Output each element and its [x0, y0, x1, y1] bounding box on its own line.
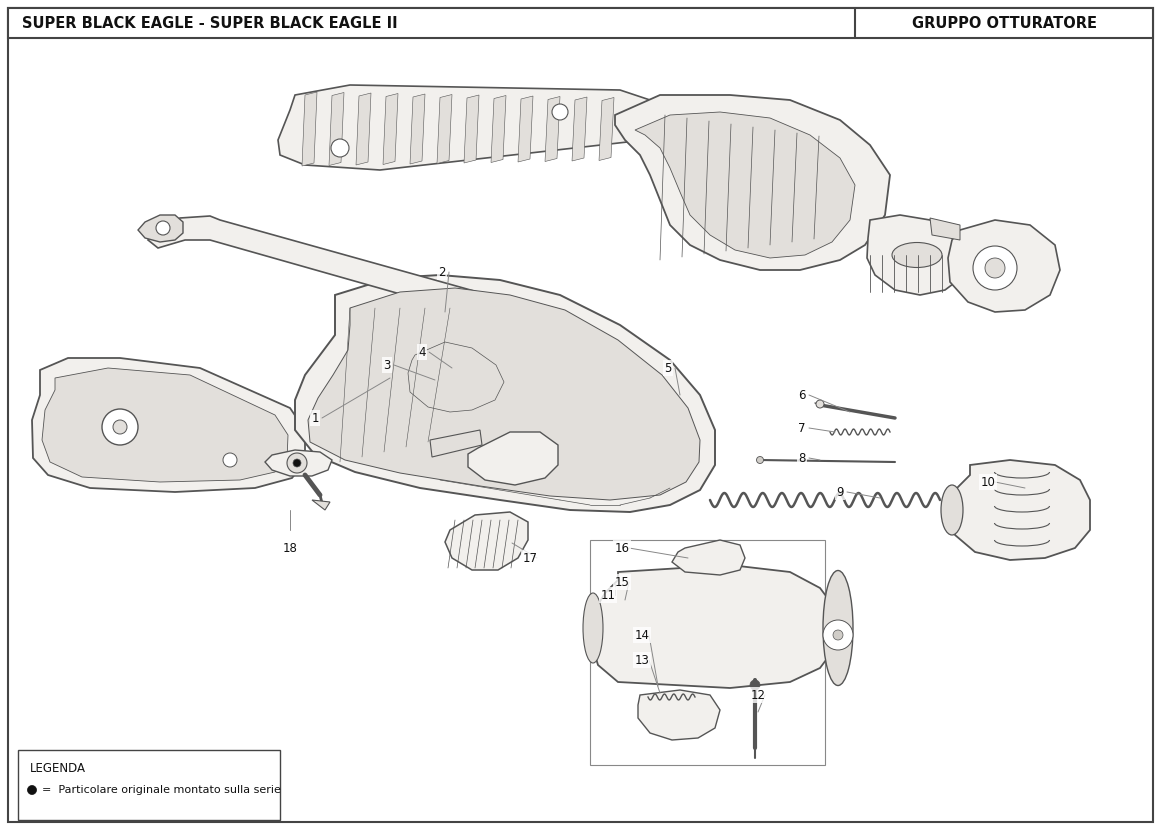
- Circle shape: [985, 258, 1005, 278]
- Text: 14: 14: [635, 628, 649, 642]
- Polygon shape: [545, 96, 560, 162]
- Circle shape: [973, 246, 1017, 290]
- Text: 15: 15: [614, 575, 629, 588]
- Polygon shape: [33, 358, 305, 492]
- Text: 12: 12: [750, 689, 765, 701]
- Circle shape: [331, 139, 349, 157]
- Polygon shape: [397, 330, 520, 420]
- Ellipse shape: [892, 242, 942, 267]
- Polygon shape: [277, 85, 659, 170]
- Text: 13: 13: [635, 653, 649, 666]
- Bar: [590, 540, 825, 765]
- Ellipse shape: [583, 593, 603, 663]
- Text: 3: 3: [383, 359, 391, 372]
- Text: 8: 8: [799, 452, 806, 465]
- Text: =  Particolare originale montato sulla serie: = Particolare originale montato sulla se…: [42, 785, 281, 795]
- Polygon shape: [138, 215, 183, 242]
- Text: 6: 6: [799, 388, 806, 402]
- Polygon shape: [445, 512, 528, 570]
- Circle shape: [28, 785, 36, 794]
- Text: GRUPPO OTTURATORE: GRUPPO OTTURATORE: [913, 16, 1097, 31]
- Text: 7: 7: [799, 422, 806, 434]
- Circle shape: [113, 420, 127, 434]
- Text: 5: 5: [664, 362, 672, 374]
- Polygon shape: [615, 95, 890, 270]
- Text: 1: 1: [311, 412, 319, 424]
- Circle shape: [832, 630, 843, 640]
- Polygon shape: [329, 92, 344, 165]
- Polygon shape: [430, 430, 482, 457]
- Polygon shape: [572, 97, 587, 161]
- Polygon shape: [302, 92, 317, 166]
- Polygon shape: [437, 95, 452, 164]
- Polygon shape: [950, 460, 1090, 560]
- Polygon shape: [265, 450, 332, 476]
- Polygon shape: [672, 540, 745, 575]
- Bar: [8, 8, 1153, 38]
- Polygon shape: [147, 216, 560, 336]
- Text: 9: 9: [836, 486, 844, 499]
- Polygon shape: [639, 690, 720, 740]
- Polygon shape: [410, 94, 425, 164]
- Polygon shape: [383, 94, 398, 164]
- Polygon shape: [468, 432, 558, 485]
- Bar: [19, 750, 280, 820]
- Circle shape: [823, 620, 853, 650]
- Polygon shape: [312, 500, 330, 510]
- Text: LEGENDA: LEGENDA: [30, 761, 86, 774]
- Circle shape: [287, 453, 307, 473]
- Polygon shape: [635, 112, 854, 258]
- Text: 10: 10: [981, 476, 995, 489]
- Polygon shape: [949, 220, 1060, 312]
- Polygon shape: [464, 95, 479, 163]
- Circle shape: [293, 459, 301, 467]
- Circle shape: [750, 680, 760, 690]
- Ellipse shape: [942, 485, 962, 535]
- Text: 18: 18: [282, 542, 297, 555]
- Polygon shape: [308, 288, 700, 500]
- Text: SUPER BLACK EAGLE - SUPER BLACK EAGLE II: SUPER BLACK EAGLE - SUPER BLACK EAGLE II: [22, 16, 397, 31]
- Polygon shape: [491, 95, 506, 163]
- Circle shape: [102, 409, 138, 445]
- Polygon shape: [295, 275, 715, 512]
- Polygon shape: [930, 218, 960, 240]
- Polygon shape: [518, 96, 533, 162]
- Text: 16: 16: [614, 541, 629, 554]
- Polygon shape: [408, 342, 504, 412]
- Ellipse shape: [823, 570, 853, 686]
- Circle shape: [156, 221, 170, 235]
- Polygon shape: [356, 93, 372, 165]
- Text: 17: 17: [522, 551, 538, 564]
- Polygon shape: [592, 565, 835, 688]
- Circle shape: [223, 453, 237, 467]
- Text: 11: 11: [600, 588, 615, 602]
- Text: 2: 2: [438, 266, 446, 279]
- Text: 4: 4: [418, 345, 426, 359]
- Polygon shape: [42, 368, 288, 482]
- Circle shape: [757, 457, 764, 463]
- Polygon shape: [599, 97, 614, 160]
- Circle shape: [551, 104, 568, 120]
- Circle shape: [816, 400, 824, 408]
- Polygon shape: [867, 215, 969, 295]
